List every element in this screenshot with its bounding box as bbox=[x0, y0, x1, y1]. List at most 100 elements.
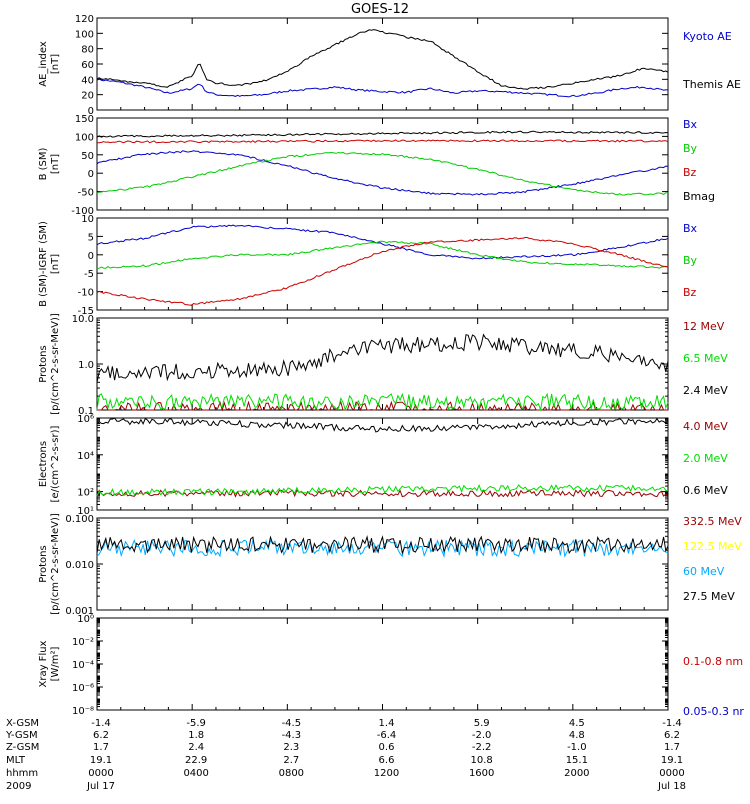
ephem-cell: 6.2 bbox=[93, 730, 109, 741]
y-tick-label: 150 bbox=[75, 114, 94, 125]
panel-protons_high: 0.001 0.010 0.100 Protons [p/(cm^2-s-sr-MeV)… bbox=[38, 513, 742, 617]
y-axis-label: [p/(cm^2-s-sr-MeV)] bbox=[50, 313, 61, 415]
ephem-row-label: X-GSM bbox=[6, 718, 39, 729]
legend-6-5-mev: 6.5 MeV bbox=[683, 352, 728, 365]
ephem-cell: -1.4 bbox=[91, 718, 111, 729]
y-tick-label: 100 bbox=[75, 29, 94, 40]
y-tick-label: 1.0 bbox=[78, 360, 94, 371]
y-tick-label: 10⁴ bbox=[77, 451, 94, 462]
y-tick-label: 10.0 bbox=[72, 314, 94, 325]
ephem-cell: 1200 bbox=[374, 768, 399, 779]
series-line-bz bbox=[96, 139, 669, 144]
y-tick-label: 0.001 bbox=[65, 606, 94, 617]
ephem-cell: -4.3 bbox=[282, 730, 302, 741]
y-tick-label: -100 bbox=[71, 206, 94, 217]
ephem-cell: 2000 bbox=[564, 768, 589, 779]
ephem-cell: 5.9 bbox=[474, 718, 490, 729]
y-axis-label: [W/m²] bbox=[50, 646, 61, 681]
y-tick-label: 10² bbox=[77, 488, 94, 499]
ephem-row-label: MLT bbox=[6, 755, 26, 766]
plot-title: GOES-12 bbox=[351, 2, 409, 17]
ephem-cell: 4.8 bbox=[569, 730, 585, 741]
ephem-cell: -2.2 bbox=[472, 742, 492, 753]
ephem-cell: 1.7 bbox=[93, 742, 109, 753]
series-line-by bbox=[96, 151, 669, 196]
panel-electrons: 10¹ 10² 10⁴ 10⁶ Electrons [e/(cm^2-s-sr)] 4.0 … bbox=[38, 414, 728, 517]
y-tick-label: 10 bbox=[81, 214, 94, 225]
panel-frame bbox=[96, 517, 669, 611]
legend-bx: Bx bbox=[683, 222, 698, 235]
series-line-6-5-mev bbox=[96, 392, 669, 412]
ephem-cell: 1600 bbox=[469, 768, 494, 779]
legend-122-5-mev: 122.5 MeV bbox=[683, 540, 742, 553]
y-tick-label: 50 bbox=[81, 151, 94, 162]
ephemeris-table: X-GSMY-GSMZ-GSMMLThhmm2009-1.46.21.719.1… bbox=[5, 718, 686, 792]
y-axis-label: Protons bbox=[38, 345, 49, 382]
ephem-row-label: hhmm bbox=[6, 768, 38, 779]
series-line-2-0-mev bbox=[96, 483, 669, 496]
y-tick-label: 10⁶ bbox=[77, 414, 94, 425]
legend-by: By bbox=[683, 254, 698, 267]
series-line-bz bbox=[96, 236, 669, 306]
ephem-cell: 1.8 bbox=[188, 730, 204, 741]
y-tick-label: 10¹ bbox=[77, 506, 94, 517]
panel-ae: 0 20 40 60 80 100 120 AE_index [nT] Kyoto AE Themi… bbox=[38, 14, 741, 117]
ephem-cell: -1.4 bbox=[662, 718, 682, 729]
panel-frame bbox=[96, 617, 669, 711]
y-tick-label: 80 bbox=[81, 45, 94, 56]
series-line-27-5-mev bbox=[96, 535, 669, 555]
y-tick-label: 20 bbox=[81, 91, 94, 102]
ephem-cell: 19.1 bbox=[661, 755, 683, 766]
ephem-row-label: 2009 bbox=[6, 781, 31, 792]
legend-2-0-mev: 2.0 MeV bbox=[683, 452, 728, 465]
legend-bz: Bz bbox=[683, 166, 697, 179]
y-tick-label: -10 bbox=[78, 288, 94, 299]
y-tick-label: 100 bbox=[75, 132, 94, 143]
y-tick-label: 40 bbox=[81, 75, 94, 86]
ephem-cell: 4.5 bbox=[569, 718, 585, 729]
y-tick-label: 120 bbox=[75, 14, 94, 25]
ephem-cell: -5.9 bbox=[186, 718, 206, 729]
ephem-cell: 2.7 bbox=[283, 755, 299, 766]
panel-frame bbox=[96, 217, 669, 311]
ephem-cell: 0800 bbox=[279, 768, 304, 779]
y-axis-label: Xray Flux bbox=[38, 640, 49, 687]
ephem-cell: 1.4 bbox=[379, 718, 395, 729]
ephem-cell: 22.9 bbox=[185, 755, 207, 766]
ephem-cell: Jul 18 bbox=[657, 781, 686, 792]
series-line-bmag bbox=[96, 130, 669, 138]
series-line-bx bbox=[96, 224, 669, 260]
y-tick-label: 0.1 bbox=[78, 406, 94, 417]
ephem-cell: 6.6 bbox=[379, 755, 395, 766]
ephem-cell: 0.6 bbox=[379, 742, 395, 753]
series-line-4-0-mev bbox=[96, 489, 669, 498]
series-line-themis-ae bbox=[96, 29, 669, 90]
series-line-bx bbox=[96, 150, 669, 196]
panel-b: -100 -50 0 50 100 150 B (SM) [nT] Bx By Bz Bmag bbox=[38, 114, 715, 217]
y-tick-label: 10⁻⁴ bbox=[72, 660, 94, 671]
series-line-12-mev bbox=[97, 400, 668, 412]
ephem-cell: -1.0 bbox=[567, 742, 587, 753]
legend-themis-ae: Themis AE bbox=[682, 78, 741, 91]
panel-frame bbox=[96, 117, 669, 211]
y-tick-label: 60 bbox=[81, 60, 94, 71]
y-axis-label: [nT] bbox=[50, 154, 61, 174]
ephem-cell: 10.8 bbox=[471, 755, 493, 766]
y-axis-label: [e/(cm^2-s-sr)] bbox=[50, 425, 61, 502]
y-axis-label: B (SM) bbox=[38, 147, 49, 180]
legend-0-05-0-3-nr: 0.05-0.3 nr bbox=[683, 705, 744, 718]
panel-b_igrf: -15 -10 -5 0 5 10 B (SM)-IGRF (SM) [nT] Bx By Bz bbox=[38, 214, 698, 317]
series-line-by bbox=[96, 240, 669, 270]
series-line-kyoto-ae bbox=[96, 78, 669, 98]
series-line-2-4-mev bbox=[96, 333, 669, 383]
series-line-0-6-mev bbox=[96, 417, 669, 433]
y-tick-label: -5 bbox=[84, 269, 94, 280]
ephem-cell: 1.7 bbox=[664, 742, 680, 753]
y-tick-label: -50 bbox=[78, 188, 94, 199]
y-tick-label: 10⁰ bbox=[77, 614, 94, 625]
y-tick-label: 0.010 bbox=[65, 560, 94, 571]
ephem-row-label: Z-GSM bbox=[6, 742, 39, 753]
